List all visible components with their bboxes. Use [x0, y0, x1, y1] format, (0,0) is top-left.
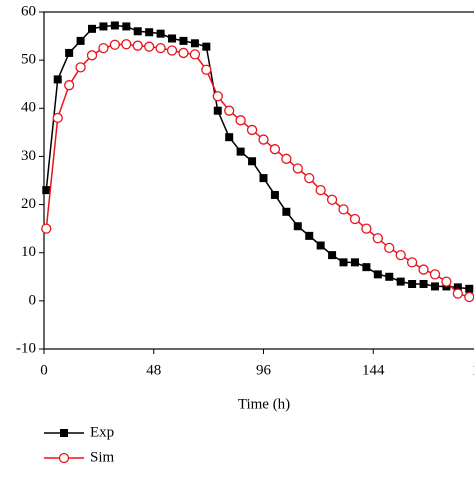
marker — [408, 280, 417, 289]
y-tick-label: 60 — [21, 3, 36, 19]
marker — [65, 48, 74, 57]
marker — [304, 172, 315, 184]
marker — [88, 24, 97, 33]
marker — [98, 42, 109, 54]
x-tick-label: 192 — [472, 362, 474, 378]
marker — [293, 222, 302, 231]
marker — [328, 251, 337, 260]
marker — [201, 64, 212, 75]
marker — [110, 21, 119, 30]
x-axis-label: Time (h) — [238, 396, 290, 412]
y-tick-label: 10 — [21, 244, 36, 260]
marker — [202, 42, 211, 51]
y-tick-label: -10 — [16, 340, 36, 356]
marker — [465, 284, 474, 293]
marker — [225, 133, 234, 142]
x-tick-label: 96 — [256, 362, 272, 378]
marker — [464, 291, 474, 303]
legend-label: Exp — [90, 424, 114, 440]
marker — [145, 28, 154, 37]
marker — [372, 233, 383, 244]
marker — [155, 42, 166, 54]
marker — [270, 190, 279, 199]
marker — [75, 62, 86, 73]
marker — [42, 186, 51, 195]
marker — [315, 184, 326, 196]
marker — [305, 231, 314, 240]
marker — [248, 157, 257, 166]
marker — [406, 257, 418, 268]
marker — [452, 288, 463, 299]
marker — [395, 249, 406, 261]
marker — [350, 258, 359, 267]
y-tick-label: 50 — [21, 52, 36, 68]
marker — [41, 223, 52, 234]
marker — [396, 277, 405, 286]
marker — [212, 91, 223, 102]
y-tick-label: 20 — [21, 196, 36, 212]
x-tick-label: 144 — [362, 362, 385, 378]
marker — [122, 22, 131, 31]
marker — [453, 283, 462, 292]
marker — [144, 41, 155, 52]
x-tick-label: 48 — [146, 362, 161, 378]
marker — [258, 134, 269, 145]
x-tick-label: 0 — [40, 362, 48, 378]
marker — [132, 40, 143, 51]
marker — [133, 27, 142, 36]
marker — [178, 47, 189, 59]
marker — [190, 39, 199, 48]
marker — [282, 207, 291, 216]
marker — [99, 22, 108, 31]
marker — [156, 29, 165, 38]
marker — [385, 272, 394, 281]
marker — [361, 223, 372, 234]
marker — [76, 36, 85, 45]
marker — [429, 269, 441, 280]
marker — [179, 36, 188, 45]
marker — [362, 263, 371, 272]
marker — [281, 153, 292, 164]
marker — [441, 276, 452, 287]
marker — [349, 213, 361, 225]
marker — [292, 163, 303, 174]
marker — [189, 49, 201, 60]
plot-frame — [43, 11, 474, 350]
marker — [236, 147, 245, 156]
marker — [213, 106, 222, 115]
marker — [430, 282, 439, 291]
marker — [326, 194, 338, 205]
y-tick-label: 40 — [21, 100, 36, 116]
marker — [109, 39, 121, 50]
marker — [419, 280, 428, 289]
marker — [168, 34, 177, 43]
marker — [86, 50, 98, 61]
marker — [53, 75, 62, 84]
legend-marker — [58, 452, 70, 464]
legend-marker — [60, 429, 68, 437]
marker — [224, 105, 235, 116]
marker — [235, 115, 246, 126]
series-line — [45, 24, 470, 290]
marker — [373, 270, 382, 279]
marker — [316, 241, 325, 250]
marker — [269, 144, 281, 155]
marker — [52, 112, 63, 124]
marker — [246, 124, 258, 136]
marker — [418, 264, 429, 275]
legend-label: Sim — [90, 449, 115, 465]
y-tick-label: 0 — [29, 292, 37, 308]
marker — [166, 45, 178, 56]
marker — [384, 242, 395, 254]
marker — [338, 204, 349, 215]
marker — [64, 80, 75, 91]
marker — [121, 39, 132, 50]
y-tick-label: 30 — [21, 148, 36, 164]
marker — [259, 174, 268, 183]
marker — [339, 258, 348, 267]
